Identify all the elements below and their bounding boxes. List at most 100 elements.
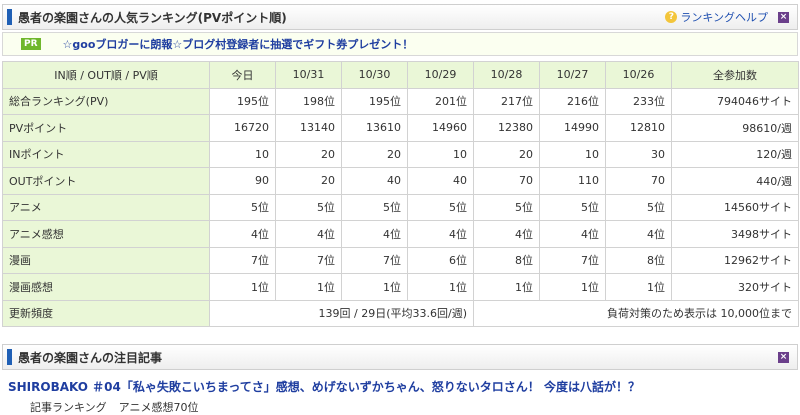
table-cell: 13140	[275, 114, 342, 142]
table-cell: 5位	[341, 193, 408, 221]
ranking-header: 愚者の楽園さんの人気ランキング(PVポイント順) ? ランキングヘルプ ×	[2, 4, 798, 30]
header-accent-bar	[7, 349, 12, 365]
table-cell: 5位	[473, 193, 540, 221]
table-cell: 1位	[605, 273, 672, 301]
table-cell: 7位	[341, 246, 408, 274]
pr-badge: PR	[21, 38, 41, 50]
update-frequency-row: 更新頻度 139回 / 29日(平均33.6回/週) 負荷対策のため表示は 10…	[2, 299, 799, 327]
ranking-table: IN順 / OUT順 / PV順 今日 10/31 10/30 10/29 10…	[2, 61, 799, 327]
table-cell: 8位	[473, 246, 540, 274]
total-cell: 98610/週	[671, 114, 799, 142]
column-header: 今日	[209, 61, 276, 89]
table-cell: 40	[407, 167, 474, 195]
table-cell: 40	[341, 167, 408, 195]
table-cell: 12380	[473, 114, 540, 142]
table-cell: 4位	[209, 220, 276, 248]
row-label[interactable]: INポイント	[2, 140, 210, 168]
table-cell: 10	[539, 140, 606, 168]
table-cell: 4位	[539, 220, 606, 248]
featured-articles-header: 愚者の楽園さんの注目記事 ×	[2, 344, 798, 370]
row-label[interactable]: PVポイント	[2, 114, 210, 142]
table-cell: 12810	[605, 114, 672, 142]
ranking-header-row: IN順 / OUT順 / PV順 今日 10/31 10/30 10/29 10…	[2, 61, 799, 89]
row-label[interactable]: アニメ	[2, 193, 210, 221]
total-cell: 794046サイト	[671, 87, 799, 115]
column-header: 10/31	[275, 61, 342, 89]
table-cell: 13610	[341, 114, 408, 142]
table-cell: 4位	[341, 220, 408, 248]
table-cell: 14960	[407, 114, 474, 142]
ranking-body: 総合ランキング(PV) 195位 198位 195位 201位 217位 216位 233位 7…	[2, 87, 799, 301]
table-cell: 217位	[473, 87, 540, 115]
table-cell: 216位	[539, 87, 606, 115]
table-row: 漫画 7位 7位 7位 6位 8位 7位 8位 12962サイト	[2, 246, 799, 274]
column-header: 10/28	[473, 61, 540, 89]
table-cell: 8位	[605, 246, 672, 274]
table-cell: 30	[605, 140, 672, 168]
table-cell: 20	[473, 140, 540, 168]
ranking-title: 愚者の楽園さんの人気ランキング(PVポイント順)	[18, 10, 287, 25]
close-icon[interactable]: ×	[778, 351, 789, 363]
table-cell: 1位	[209, 273, 276, 301]
column-header: 10/27	[539, 61, 606, 89]
table-cell: 90	[209, 167, 276, 195]
table-row: OUTポイント 90 20 40 40 70 110 70 440/週	[2, 167, 799, 195]
total-cell: 14560サイト	[671, 193, 799, 221]
article-link[interactable]: SHIROBAKO ＃04「私ゃ失敗こいちまってさ」感想、めげないずかちゃん、怒…	[8, 380, 640, 394]
column-header: 10/30	[341, 61, 408, 89]
table-cell: 5位	[605, 193, 672, 221]
column-header: 10/26	[605, 61, 672, 89]
table-cell: 20	[341, 140, 408, 168]
table-cell: 20	[275, 140, 342, 168]
total-cell: 12962サイト	[671, 246, 799, 274]
table-cell: 5位	[539, 193, 606, 221]
table-row: アニメ 5位 5位 5位 5位 5位 5位 5位 14560サイト	[2, 193, 799, 221]
table-cell: 1位	[275, 273, 342, 301]
table-cell: 7位	[209, 246, 276, 274]
rank-limit-note: 負荷対策のため表示は 10,000位まで	[473, 299, 799, 327]
row-label[interactable]: 総合ランキング(PV)	[2, 87, 210, 115]
row-label[interactable]: 漫画感想	[2, 273, 210, 301]
row-label[interactable]: アニメ感想	[2, 220, 210, 248]
article-rank-value: アニメ感想70位	[118, 401, 199, 414]
total-cell: 120/週	[671, 140, 799, 168]
table-cell: 1位	[473, 273, 540, 301]
update-frequency-label: 更新頻度	[2, 299, 210, 327]
table-cell: 5位	[407, 193, 474, 221]
table-cell: 6位	[407, 246, 474, 274]
table-row: PVポイント 16720 13140 13610 14960 12380 14990 1281…	[2, 114, 799, 142]
featured-header-actions: ×	[778, 351, 789, 363]
row-label[interactable]: OUTポイント	[2, 167, 210, 195]
row-label[interactable]: 漫画	[2, 246, 210, 274]
table-cell: 16720	[209, 114, 276, 142]
column-header: 10/29	[407, 61, 474, 89]
ranking-help[interactable]: ? ランキングヘルプ ×	[665, 9, 789, 25]
table-cell: 10	[209, 140, 276, 168]
sort-links[interactable]: IN順 / OUT順 / PV順	[2, 61, 210, 89]
question-icon[interactable]: ?	[665, 11, 678, 23]
table-cell: 5位	[209, 193, 276, 221]
table-cell: 70	[605, 167, 672, 195]
table-cell: 1位	[539, 273, 606, 301]
total-cell: 440/週	[671, 167, 799, 195]
pr-link[interactable]: ☆gooブロガーに朗報☆ブログ村登録者に抽選でギフト券プレゼント！	[62, 38, 414, 51]
pr-banner: PR ☆gooブロガーに朗報☆ブログ村登録者に抽選でギフト券プレゼント！	[2, 32, 798, 56]
ranking-help-link[interactable]: ランキングヘルプ	[680, 11, 768, 24]
table-cell: 195位	[209, 87, 276, 115]
table-cell: 198位	[275, 87, 342, 115]
total-cell: 3498サイト	[671, 220, 799, 248]
table-cell: 4位	[605, 220, 672, 248]
table-cell: 20	[275, 167, 342, 195]
table-cell: 1位	[341, 273, 408, 301]
table-cell: 201位	[407, 87, 474, 115]
total-cell: 320サイト	[671, 273, 799, 301]
table-row: INポイント 10 20 20 10 20 10 30 120/週	[2, 140, 799, 168]
table-cell: 7位	[275, 246, 342, 274]
close-icon[interactable]: ×	[778, 11, 789, 23]
table-cell: 70	[473, 167, 540, 195]
table-cell: 1位	[407, 273, 474, 301]
table-cell: 4位	[275, 220, 342, 248]
column-header: 全参加数	[671, 61, 799, 89]
table-cell: 4位	[473, 220, 540, 248]
header-accent-bar	[7, 9, 12, 25]
